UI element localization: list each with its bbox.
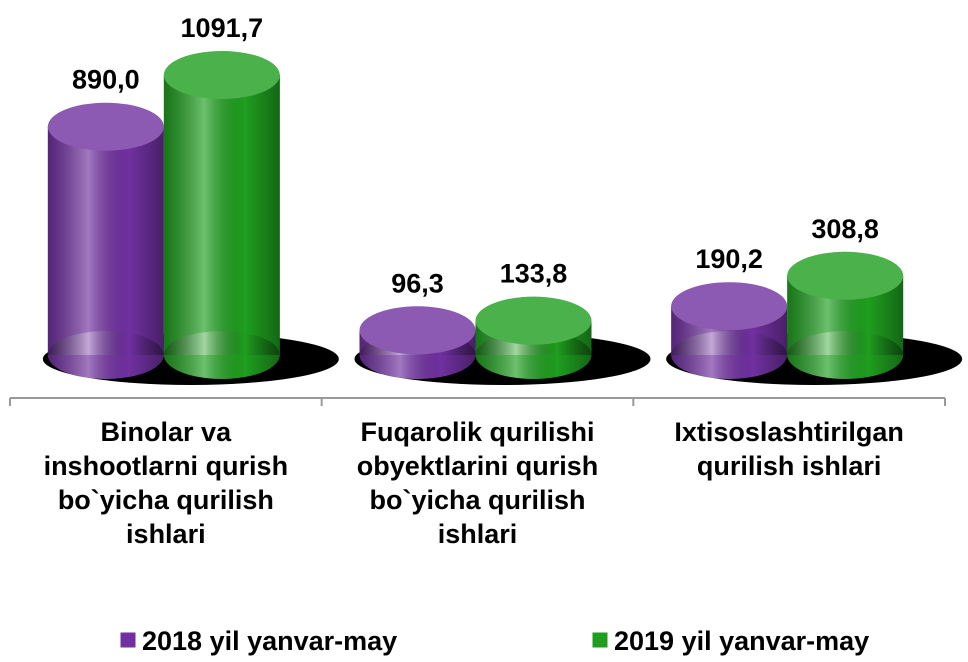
bar-top [475,296,592,345]
data-label: 308,8 [811,214,879,244]
bar-shade [163,75,280,355]
legend-swatch [591,631,609,649]
bar [47,102,164,379]
data-label: 133,8 [500,259,568,289]
bar-top-light [671,282,788,331]
bar [359,306,476,379]
bar-shade [47,126,164,355]
data-label: 96,3 [391,268,444,298]
x-tick-label: Binolar va inshootlarni qurish bo`yicha … [43,417,289,549]
legend-label: 2019 yil yanvar-may [614,626,869,656]
bar [475,296,592,379]
bar-top-light [787,251,904,300]
bar [671,282,788,379]
x-tick-label: Fuqarolik qurilishi obyektlarini qurish … [356,417,599,549]
bar-top [47,102,164,151]
bar [787,251,904,379]
x-tick-label: Ixtisoslashtirilgan qurilish ishlari [674,417,904,481]
data-label: 1091,7 [181,13,264,43]
bar-top [163,51,280,99]
bar-top-light [475,296,592,345]
data-label: 190,2 [695,244,763,274]
bar-top [359,306,476,355]
legend-swatch [119,631,137,649]
data-label: 890,0 [72,65,140,95]
bar-top [671,282,788,331]
legend-label: 2018 yil yanvar-may [142,626,397,656]
bar-top-light [163,51,280,99]
bar-top-light [47,102,164,151]
bar-top-light [359,306,476,355]
bar [163,51,280,379]
bar-top [787,251,904,300]
